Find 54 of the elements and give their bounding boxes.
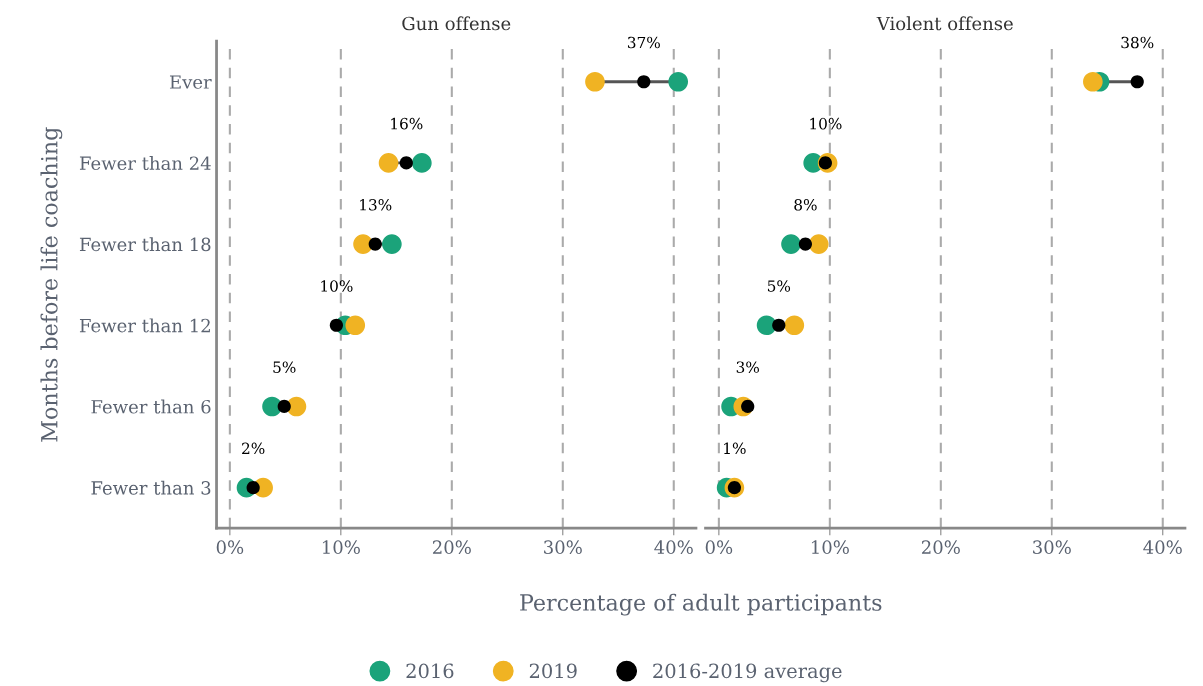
point: [246, 481, 260, 495]
point: [378, 153, 399, 173]
point: [1083, 71, 1103, 92]
data-label: 16%: [391, 117, 423, 130]
point: [585, 71, 605, 92]
x-tick-label: 30%: [544, 540, 582, 554]
x-tick-label: 40%: [654, 540, 693, 554]
chart-title: Gun offense: [402, 16, 511, 31]
point: [345, 315, 366, 336]
point: [412, 153, 432, 173]
data-label: 10%: [321, 280, 353, 292]
data-label: 2%: [242, 442, 265, 455]
y-tick-label: Fewer than 12: [79, 318, 210, 333]
point: [668, 71, 689, 92]
point: [399, 156, 413, 170]
point: [382, 234, 402, 254]
legend-label: 2016-2019 average: [653, 663, 842, 683]
data-label: 10%: [810, 117, 842, 130]
x-tick-label: 0%: [216, 540, 244, 554]
point: [368, 237, 382, 251]
point: [808, 234, 829, 254]
point: [277, 399, 291, 414]
x-tick-label: 20%: [432, 540, 471, 554]
x-tick-label: 40%: [1143, 540, 1182, 554]
data-label: 5%: [273, 361, 296, 373]
y-tick-label: Fewer than 3: [91, 480, 211, 495]
data-label: 37%: [627, 36, 660, 49]
x-tick-label: 10%: [811, 540, 849, 554]
x-tick-label: 20%: [921, 540, 960, 554]
x-tick-label: 10%: [322, 540, 360, 554]
point: [781, 234, 801, 254]
y-tick-label: Fewer than 24: [79, 156, 211, 171]
point: [1130, 75, 1144, 89]
chart-title: Violent offense: [876, 16, 1013, 31]
point: [772, 318, 786, 332]
data-label: 38%: [1121, 36, 1154, 49]
y-tick-label: Fewer than 6: [91, 399, 211, 414]
x-tick-label: 0%: [705, 540, 733, 554]
data-label: 8%: [794, 199, 817, 211]
data-label: 3%: [736, 361, 759, 373]
point: [329, 318, 343, 332]
y-tick-label: Fewer than 18: [79, 237, 211, 252]
y-tick-label: Ever: [169, 75, 212, 89]
y-axis-title: Months before life coaching: [40, 127, 63, 442]
point: [784, 315, 805, 336]
point: [798, 237, 813, 251]
data-label: 13%: [360, 199, 392, 211]
data-label: 5%: [767, 280, 791, 292]
x-axis-title: Percentage of adult participants: [520, 593, 882, 616]
data-label: 1%: [724, 442, 746, 455]
legend-label: 2016: [406, 663, 454, 679]
legend-label: 2019: [529, 663, 577, 679]
point: [637, 75, 651, 89]
x-tick-label: 30%: [1033, 540, 1071, 554]
